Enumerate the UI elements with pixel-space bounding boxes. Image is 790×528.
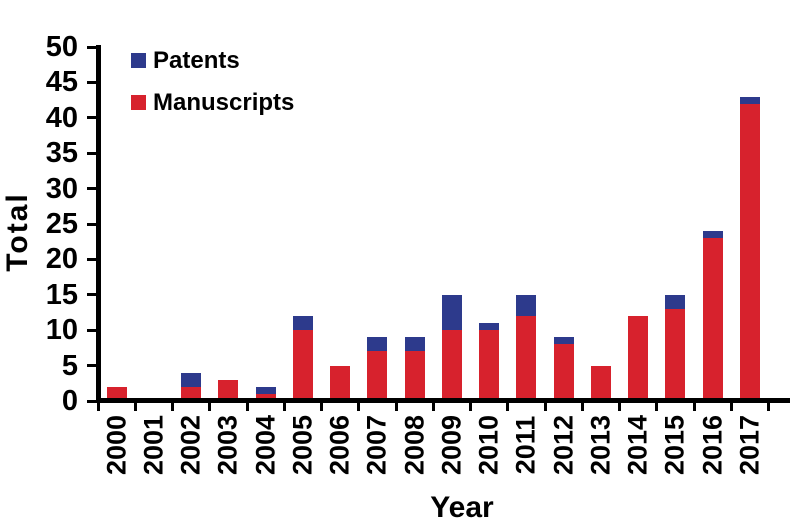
legend-label: Manuscripts	[153, 89, 295, 116]
y-tick-label: 20	[45, 243, 78, 275]
y-tick-mark	[87, 116, 96, 119]
bar-segment-manuscripts	[330, 366, 350, 401]
bar-segment-patents	[442, 295, 462, 330]
y-tick-label: 25	[45, 208, 78, 240]
legend-swatch-icon	[131, 53, 146, 68]
y-tick-mark	[87, 329, 96, 332]
x-tick-label: 2010	[473, 414, 504, 476]
x-tick-label: 2004	[250, 414, 281, 476]
bar-segment-manuscripts	[665, 309, 685, 401]
x-axis-title: Year	[430, 491, 494, 524]
bar-segment-manuscripts	[218, 380, 238, 401]
bar-segment-manuscripts	[479, 330, 499, 401]
x-tick-mark	[208, 402, 211, 411]
x-tick-label: 2008	[399, 414, 430, 476]
x-tick-mark	[618, 402, 621, 411]
bar-segment-patents	[665, 295, 685, 309]
bar-segment-patents	[479, 323, 499, 330]
y-tick-mark	[87, 400, 96, 403]
bar-segment-manuscripts	[107, 387, 127, 401]
x-tick-mark	[171, 402, 174, 411]
x-tick-mark	[357, 402, 360, 411]
x-tick-label: 2001	[138, 414, 169, 476]
bar-segment-manuscripts	[293, 330, 313, 401]
bar-segment-manuscripts	[591, 366, 611, 401]
x-tick-label: 2005	[287, 414, 318, 476]
x-axis-line	[96, 398, 790, 403]
x-tick-mark	[655, 402, 658, 411]
bar-segment-manuscripts	[516, 316, 536, 401]
y-tick-label: 45	[45, 66, 78, 98]
x-tick-label: 2014	[622, 414, 653, 476]
x-tick-label: 2000	[101, 414, 132, 476]
bar-segment-manuscripts	[442, 330, 462, 401]
legend: Patents Manuscripts	[131, 48, 294, 132]
bar-segment-patents	[740, 97, 760, 104]
x-tick-label: 2009	[436, 414, 467, 476]
bar-segment-manuscripts	[554, 344, 574, 401]
bar-segment-patents	[256, 387, 276, 394]
bar-segment-patents	[181, 373, 201, 387]
y-tick-label: 30	[45, 173, 78, 205]
y-tick-mark	[87, 187, 96, 190]
y-tick-label: 5	[61, 350, 78, 382]
legend-item-patents: Patents	[131, 48, 294, 73]
y-tick-label: 10	[45, 314, 78, 346]
y-tick-mark	[87, 364, 96, 367]
x-tick-mark	[395, 402, 398, 411]
bar-segment-manuscripts	[628, 316, 648, 401]
bar-segment-patents	[367, 337, 387, 351]
y-tick-mark	[87, 258, 96, 261]
bar-segment-patents	[554, 337, 574, 344]
x-tick-mark	[730, 402, 733, 411]
x-tick-label: 2016	[697, 414, 728, 476]
bar-segment-patents	[703, 231, 723, 238]
bar-segment-manuscripts	[367, 351, 387, 401]
y-tick-mark	[87, 46, 96, 49]
x-tick-label: 2006	[324, 414, 355, 476]
y-tick-mark	[87, 223, 96, 226]
y-tick-label: 15	[45, 279, 78, 311]
y-tick-label: 0	[61, 385, 78, 417]
x-tick-mark	[283, 402, 286, 411]
x-tick-label: 2013	[585, 414, 616, 476]
y-tick-mark	[87, 152, 96, 155]
x-tick-label: 2002	[175, 414, 206, 476]
y-tick-label: 35	[45, 137, 78, 169]
legend-item-manuscripts: Manuscripts	[131, 90, 294, 115]
bar-segment-manuscripts	[405, 351, 425, 401]
bar-segment-manuscripts	[703, 238, 723, 401]
bar-segment-patents	[293, 316, 313, 330]
x-tick-mark	[246, 402, 249, 411]
x-tick-mark	[97, 402, 100, 411]
x-tick-label: 2007	[361, 414, 392, 476]
bar-segment-patents	[405, 337, 425, 351]
bar-segment-manuscripts	[181, 387, 201, 401]
x-tick-mark	[581, 402, 584, 411]
y-tick-label: 50	[45, 31, 78, 63]
x-tick-mark	[693, 402, 696, 411]
x-tick-mark	[767, 402, 770, 411]
x-tick-label: 2017	[734, 414, 765, 476]
legend-swatch-icon	[131, 95, 146, 110]
x-tick-mark	[506, 402, 509, 411]
y-tick-mark	[87, 293, 96, 296]
y-axis-line	[96, 45, 101, 403]
x-tick-label: 2003	[212, 414, 243, 476]
x-tick-label: 2015	[659, 414, 690, 476]
x-tick-label: 2012	[548, 414, 579, 476]
x-tick-mark	[134, 402, 137, 411]
bar-segment-patents	[516, 295, 536, 316]
x-tick-label: 2011	[510, 415, 541, 475]
legend-label: Patents	[153, 47, 240, 74]
y-tick-mark	[87, 81, 96, 84]
bar-segment-manuscripts	[256, 394, 276, 401]
x-tick-mark	[432, 402, 435, 411]
bar-segment-manuscripts	[740, 104, 760, 401]
x-tick-mark	[469, 402, 472, 411]
x-tick-mark	[320, 402, 323, 411]
y-tick-label: 40	[45, 102, 78, 134]
x-tick-mark	[544, 402, 547, 411]
